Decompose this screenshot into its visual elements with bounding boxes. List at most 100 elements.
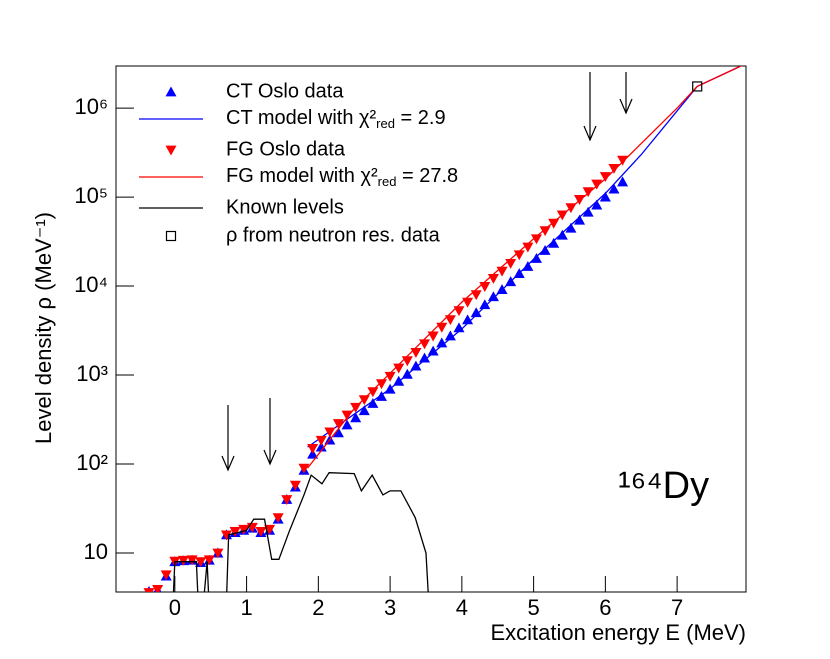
data-point (453, 306, 465, 317)
x-tick-label: 2 (312, 595, 324, 620)
data-point (264, 524, 276, 535)
data-point (375, 390, 387, 401)
data-point (444, 315, 456, 326)
y-tick-label: 10 (84, 539, 108, 564)
x-tick-label: 7 (671, 595, 683, 620)
data-point (160, 570, 172, 581)
data-point (221, 530, 233, 541)
legend-marker (165, 230, 177, 242)
data-point (177, 555, 189, 566)
legend-label: CT Oslo data (226, 80, 344, 102)
data-point (436, 337, 448, 348)
data-point (367, 398, 379, 408)
legend-label: Known levels (226, 196, 344, 218)
model-line (307, 66, 742, 448)
data-point (195, 557, 207, 568)
data-point (341, 410, 353, 421)
legend-label: FG Oslo data (226, 138, 346, 160)
y-tick-label: 10⁴ (74, 272, 108, 297)
data-point (324, 427, 336, 438)
data-point (212, 548, 224, 559)
plot-frame (115, 65, 747, 593)
data-point (565, 222, 577, 233)
data-point (229, 527, 241, 537)
data-point (203, 555, 215, 566)
data-point (393, 363, 405, 374)
data-point (692, 81, 703, 92)
data-point (281, 495, 293, 505)
data-point (530, 253, 542, 263)
data-point (341, 419, 353, 430)
y-tick-label: 10⁵ (74, 183, 108, 208)
data-point (255, 527, 267, 537)
data-point (186, 555, 198, 566)
data-point (539, 226, 551, 237)
data-point (548, 218, 560, 229)
data-point (548, 237, 560, 248)
y-tick-label: 10² (76, 450, 108, 475)
data-point (384, 371, 396, 382)
data-point (522, 242, 534, 253)
arrows (221, 72, 633, 472)
data-point (556, 229, 568, 240)
plot-area (143, 66, 742, 592)
x-tick-label: 1 (240, 595, 252, 620)
data-point (599, 172, 611, 183)
data-point (530, 234, 542, 245)
data-point (315, 435, 327, 446)
data-point (332, 419, 344, 430)
x-tick-label: 6 (599, 595, 611, 620)
data-point (419, 339, 431, 350)
legend-marker (165, 145, 177, 156)
data-point (272, 513, 284, 524)
data-point (470, 290, 482, 301)
data-point (574, 214, 586, 225)
data-point (375, 379, 387, 390)
data-point (617, 155, 629, 166)
data-point (513, 250, 525, 261)
legend-marker (165, 86, 177, 97)
x-tick-label: 4 (456, 595, 468, 620)
legend-label: ρ from neutron res. data (226, 224, 441, 246)
data-point (427, 345, 439, 356)
data-point (591, 199, 603, 210)
data-point (462, 297, 474, 308)
data-point (332, 427, 344, 438)
data-point (582, 187, 594, 198)
data-point (582, 206, 594, 217)
data-point (152, 585, 164, 592)
model-line (172, 472, 429, 592)
data-point (358, 405, 370, 416)
data-point (298, 463, 310, 474)
data-point (470, 307, 482, 318)
legend-label: CT model with χ²red = 2.9 (226, 107, 446, 131)
annotation: ¹⁶⁴Dy (618, 465, 709, 507)
data-point (143, 588, 155, 592)
data-point (617, 176, 629, 187)
model-line (307, 66, 742, 469)
data-point (410, 360, 422, 371)
x-tick-label: 0 (169, 595, 181, 620)
y-tick-label: 10³ (76, 361, 108, 386)
data-point (436, 322, 448, 333)
x-axis-label: Excitation energy E (MeV) (490, 620, 746, 645)
data-point (539, 244, 551, 255)
data-point (350, 412, 362, 423)
data-point (487, 291, 499, 302)
data-point (599, 191, 611, 202)
data-point (462, 314, 474, 325)
data-point (307, 443, 319, 454)
data-point (367, 387, 379, 398)
data-point (608, 183, 620, 194)
data-point (444, 330, 456, 341)
data-point (289, 480, 301, 491)
data-point (238, 524, 250, 535)
data-point (419, 352, 431, 363)
y-axis-label: Level density ρ (MeV⁻¹) (31, 212, 56, 444)
x-tick-label: 3 (384, 595, 396, 620)
data-point (608, 163, 620, 174)
data-point (358, 395, 370, 406)
legend-label: FG model with χ²red = 27.8 (226, 165, 458, 189)
data-point (591, 179, 603, 190)
